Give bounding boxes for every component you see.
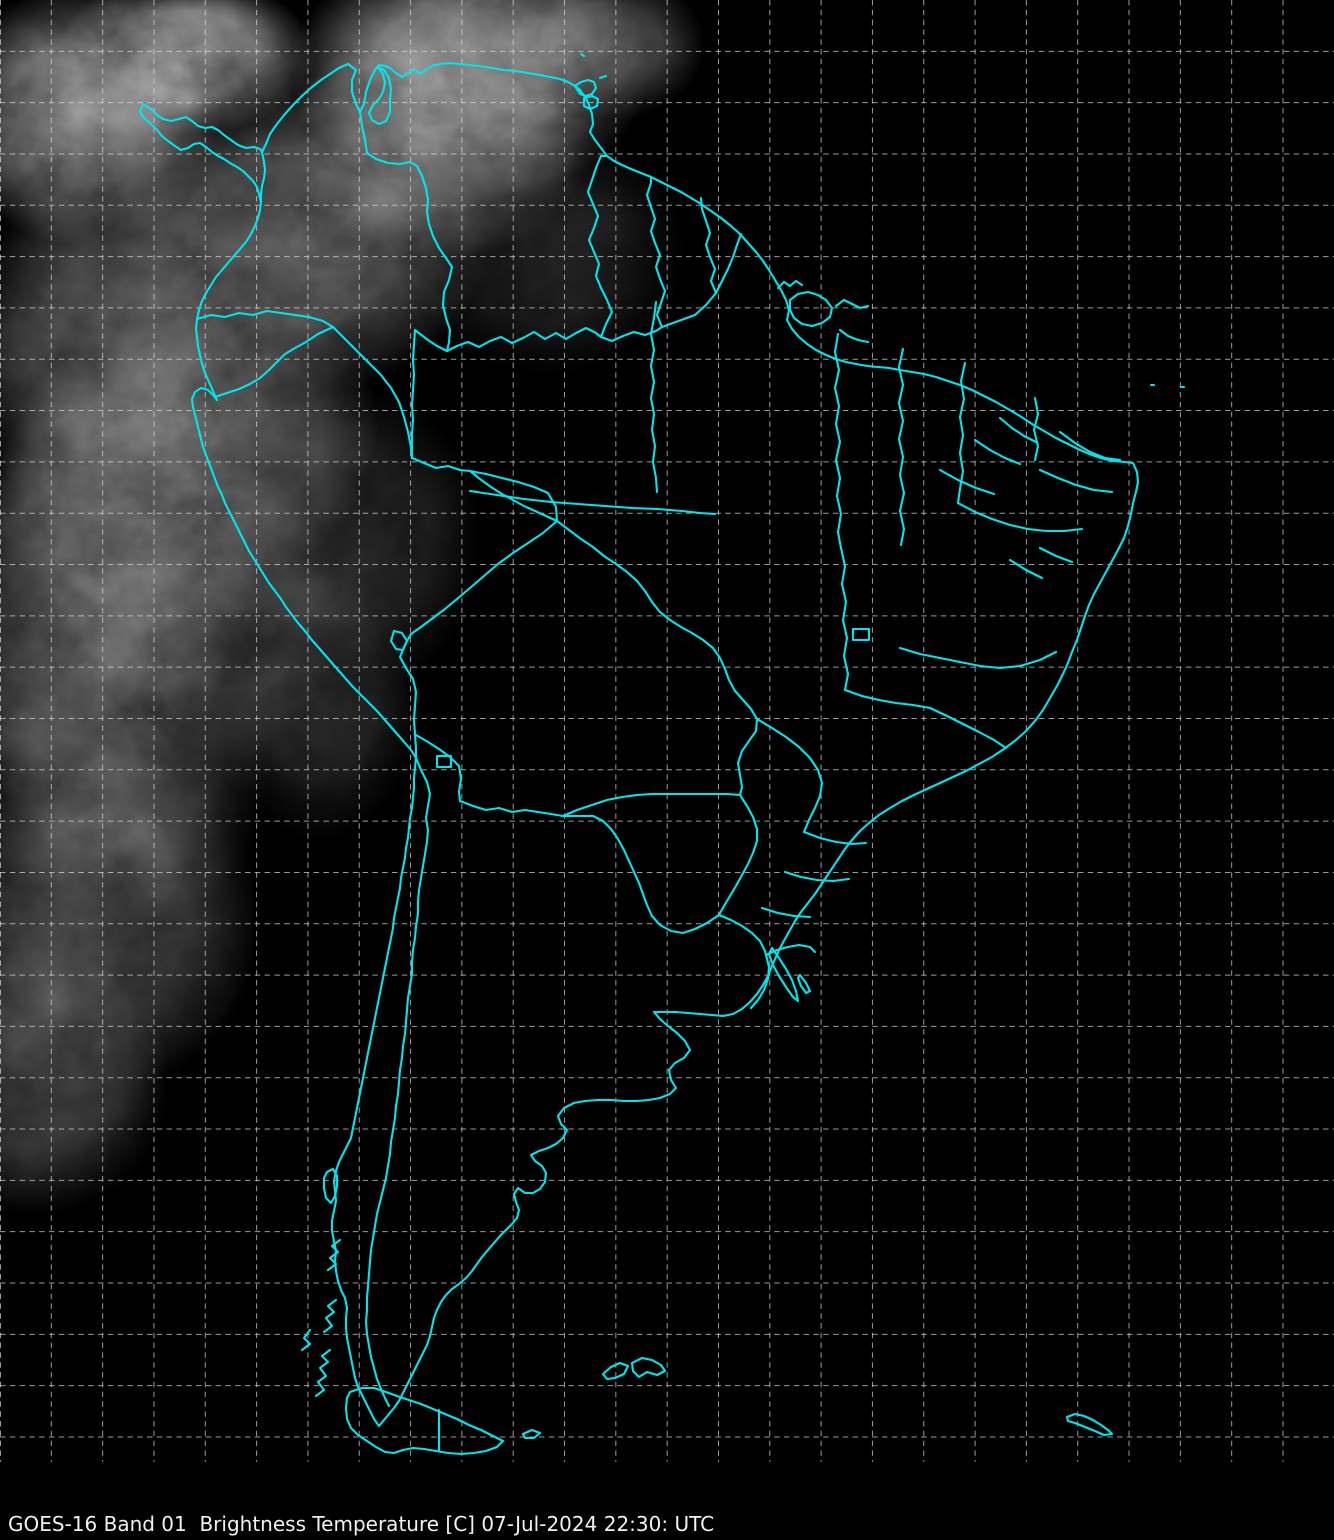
border-guyana-venezuela	[586, 154, 614, 339]
border-argentina-brazil-misiones	[717, 913, 771, 1010]
geographic-borders-overlay	[138, 52, 1186, 1456]
border-guyana-brazil	[599, 232, 743, 343]
border-guyana-suriname	[645, 175, 667, 329]
state-maranhao-piaui	[897, 347, 906, 547]
border-colombia-brazil	[410, 328, 449, 460]
state-ceara-rn	[1032, 396, 1040, 462]
chile-fjords-3	[314, 1348, 332, 1398]
image-caption: GOES-16 Band 01 Brightness Temperature […	[8, 1512, 715, 1536]
lagoa-dos-patos	[767, 946, 800, 1003]
state-df-box	[851, 627, 871, 642]
state-tocantins-east	[839, 546, 850, 692]
border-paraguay-brazil	[717, 793, 759, 917]
amazon-delta-channels	[776, 279, 870, 344]
border-colombia-venezuela	[358, 110, 454, 353]
trinidad-island	[582, 94, 600, 111]
grenada-island	[579, 52, 586, 58]
border-venezuela-brazil	[445, 326, 603, 353]
border-argentina-chile	[364, 756, 432, 1408]
lagoa-mirim	[796, 973, 812, 995]
state-piaui-ceara	[956, 361, 967, 505]
south-georgia-island	[1065, 1412, 1114, 1437]
border-ecuador-colombia	[195, 309, 335, 329]
border-suriname-frguiana	[699, 196, 718, 295]
isla-de-los-estados	[521, 1428, 542, 1440]
border-paraguay-argentina	[561, 814, 721, 935]
chiloe-island	[322, 1167, 339, 1205]
state-sp-pr	[802, 830, 868, 846]
bolivia-salar-box	[435, 754, 453, 769]
paria-peninsula	[573, 78, 598, 98]
tierra-del-fuego	[344, 1386, 505, 1456]
falkland-east	[630, 1356, 667, 1379]
state-pb-pe	[1038, 468, 1114, 494]
coastline-panama-north	[141, 102, 264, 154]
border-bolivia-brazil	[555, 519, 759, 797]
border-bolivia-argentina	[458, 799, 565, 818]
state-sc-rs	[760, 906, 812, 919]
state-al-se	[1008, 546, 1074, 580]
state-ne-extra-3	[938, 468, 996, 496]
state-ba-mg	[898, 646, 1058, 670]
state-ne-extra-1	[998, 416, 1038, 444]
border-colombia-peru	[331, 325, 414, 460]
state-go-mg	[843, 688, 932, 710]
lake-titicaca	[389, 629, 409, 652]
state-pr-sc	[783, 870, 851, 883]
state-pe-ba	[956, 501, 1084, 533]
cloud-layer	[0, 0, 800, 1290]
border-ecuador-peru	[213, 325, 335, 399]
marajo-island	[788, 290, 834, 328]
latlon-grid-overlay	[0, 0, 1334, 1462]
chile-fjords-4	[300, 1328, 312, 1352]
state-para-maranhao	[833, 332, 843, 550]
border-peru-bolivia	[398, 519, 559, 760]
border-bolivia-paraguay	[561, 792, 742, 818]
lake-maracaibo	[367, 65, 393, 126]
state-ne-extra-2	[973, 438, 1022, 466]
state-ms-sp-parana-river	[755, 717, 824, 834]
coastline-panama-south	[138, 102, 263, 204]
falkland-west	[601, 1361, 630, 1381]
border-acre-north	[468, 469, 559, 523]
state-mg-sp	[928, 706, 1008, 750]
coastline-south-america	[190, 61, 1140, 1428]
border-peru-brazil	[410, 456, 559, 523]
chile-fjords-1	[326, 1238, 342, 1272]
border-bolivia-chile	[414, 733, 463, 803]
state-rn-pb	[1058, 430, 1122, 462]
tobago-island	[598, 74, 608, 80]
state-amazonas-south-line	[468, 489, 717, 516]
chile-fjords-2	[322, 1298, 338, 1334]
state-amazonas-para	[649, 300, 659, 494]
